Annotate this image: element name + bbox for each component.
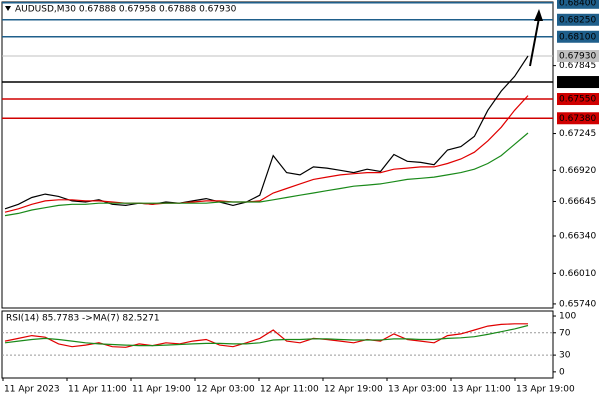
level-label: 0.67550 bbox=[559, 95, 596, 105]
rsi-title: RSI(14) 85.7783 ->MA(7) 82.5271 bbox=[6, 314, 160, 324]
level-label: 0.67380 bbox=[559, 114, 596, 124]
rsi-tick-label: 30 bbox=[559, 351, 571, 361]
y-tick-label: 0.65740 bbox=[559, 299, 596, 309]
rsi-line bbox=[4, 324, 529, 347]
y-tick-label: 0.67245 bbox=[559, 129, 596, 139]
price-line bbox=[4, 95, 529, 213]
y-tick-label: 0.66340 bbox=[559, 232, 596, 242]
x-tick-label: 12 Apr 11:00 bbox=[260, 385, 319, 395]
menu-triangle bbox=[5, 6, 11, 11]
level-label: 0.68100 bbox=[559, 32, 596, 42]
level-label-box bbox=[557, 0, 599, 9]
level-label-box bbox=[557, 50, 599, 62]
level-label-box bbox=[557, 13, 599, 26]
rsi-tick-label: 0 bbox=[559, 367, 565, 377]
y-tick-label: 0.66645 bbox=[559, 197, 596, 207]
level-label-box bbox=[557, 76, 599, 89]
rsi-tick-label: 100 bbox=[559, 312, 576, 322]
y-tick-label: 0.66920 bbox=[559, 166, 596, 176]
x-tick-label: 12 Apr 03:00 bbox=[196, 385, 255, 395]
level-label: 0.68250 bbox=[559, 15, 596, 25]
level-label: 0.67930 bbox=[559, 52, 596, 62]
level-label-box bbox=[557, 30, 599, 43]
rsi-frame bbox=[1, 310, 554, 379]
level-label-box bbox=[557, 93, 599, 106]
x-tick-label: 12 Apr 19:00 bbox=[324, 385, 383, 395]
y-tick-label: 0.66010 bbox=[559, 269, 596, 279]
level-label: 0.67700 bbox=[559, 78, 596, 88]
chart-title: AUDUSD,M30 0.67888 0.67958 0.67888 0.679… bbox=[15, 5, 237, 15]
level-label: 0.68400 bbox=[559, 0, 596, 8]
level-label-box bbox=[557, 112, 599, 125]
x-tick-label: 11 Apr 19:00 bbox=[132, 385, 191, 395]
price-line bbox=[4, 132, 529, 217]
rsi-tick-label: 70 bbox=[559, 328, 571, 338]
x-tick-label: 13 Apr 11:00 bbox=[452, 385, 511, 395]
rsi-line bbox=[4, 323, 528, 348]
price-line bbox=[4, 55, 529, 210]
x-tick-label: 11 Apr 2023 bbox=[4, 385, 60, 395]
x-tick-label: 11 Apr 11:00 bbox=[68, 385, 127, 395]
price-frame bbox=[1, 1, 554, 309]
forecast-arrow bbox=[529, 9, 543, 67]
x-tick-label: 13 Apr 19:00 bbox=[516, 385, 575, 395]
x-tick-label: 13 Apr 03:00 bbox=[388, 385, 447, 395]
y-tick-label: 0.67845 bbox=[559, 61, 596, 71]
